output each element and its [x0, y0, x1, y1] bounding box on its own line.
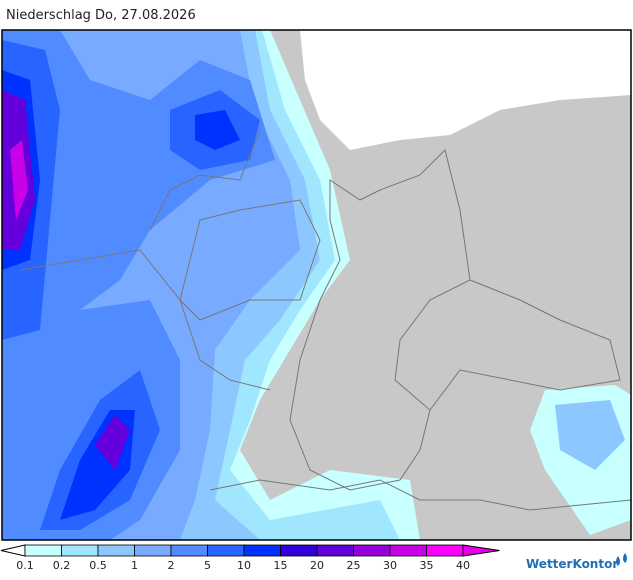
- map: [1, 29, 632, 541]
- legend-label: 0.5: [89, 559, 107, 572]
- legend-label: 35: [420, 559, 434, 572]
- legend-swatch: [134, 544, 172, 557]
- brand: WetterKontor: [526, 553, 627, 571]
- precip-5: [2, 40, 260, 530]
- legend-swatch: [243, 544, 281, 557]
- legend-label: 5: [204, 559, 211, 572]
- legend-label: 30: [383, 559, 397, 572]
- legend-label: 10: [237, 559, 251, 572]
- sea: [300, 30, 631, 150]
- brand-name: WetterKontor: [526, 557, 618, 571]
- legend-swatch: [97, 544, 135, 557]
- map-frame: [1, 29, 632, 541]
- legend-swatch: [426, 544, 464, 557]
- borders: [19, 129, 631, 511]
- legend: 0.1 0.2 0.5 1 2 5 10 15 20 25 30 35 40: [0, 544, 500, 572]
- legend-label: 40: [456, 559, 470, 572]
- legend-swatch: [61, 544, 99, 557]
- legend-label: 2: [168, 559, 175, 572]
- legend-swatch: [207, 544, 245, 557]
- legend-arrow-left: [0, 544, 26, 557]
- legend-swatch: [353, 544, 391, 557]
- legend-swatch: [316, 544, 354, 557]
- legend-swatch: [24, 544, 62, 557]
- legend-label: 25: [347, 559, 361, 572]
- legend-swatch: [389, 544, 427, 557]
- title: Niederschlag Do, 27.08.2026: [6, 8, 196, 23]
- legend-label: 15: [274, 559, 288, 572]
- legend-label: 0.1: [16, 559, 34, 572]
- legend-label: 20: [310, 559, 324, 572]
- legend-label: 1: [131, 559, 138, 572]
- precip-30: [10, 140, 28, 220]
- legend-swatch: [280, 544, 318, 557]
- precip-east-1: [555, 400, 625, 470]
- legend-swatch: [170, 544, 208, 557]
- legend-arrow-right: [462, 544, 500, 557]
- brand-icon: [616, 553, 627, 566]
- legend-label: 0.2: [53, 559, 71, 572]
- precip-20: [2, 90, 130, 470]
